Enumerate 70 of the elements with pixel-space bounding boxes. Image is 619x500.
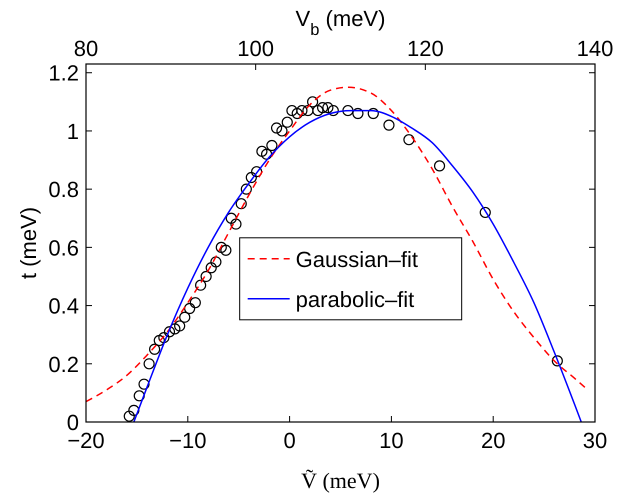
y-axis-title: t (meV) <box>16 206 41 280</box>
point <box>236 198 247 210</box>
y-tick-label: 1.2 <box>48 60 79 86</box>
point <box>200 270 212 282</box>
point <box>190 297 201 308</box>
x2-tick-label: 100 <box>237 36 274 61</box>
x-tick-label: −10 <box>169 428 206 453</box>
y-tick-label: 0.4 <box>48 294 79 319</box>
point <box>322 102 334 114</box>
y-tick-label: 1 <box>66 118 79 144</box>
point <box>302 104 314 116</box>
point <box>134 390 145 402</box>
point <box>552 355 563 366</box>
point <box>138 378 150 390</box>
point <box>158 332 170 344</box>
point <box>230 218 242 230</box>
point <box>282 116 293 128</box>
point <box>307 96 318 108</box>
point <box>312 104 324 116</box>
y-tick-label: 0.6 <box>48 235 79 260</box>
point <box>286 104 298 116</box>
point <box>352 108 364 120</box>
point <box>164 326 176 338</box>
point <box>292 108 303 120</box>
x-axis-title: Ṽ (meV) <box>301 468 380 493</box>
point <box>368 108 379 120</box>
point <box>216 242 227 253</box>
point <box>328 104 339 116</box>
point <box>316 102 328 114</box>
point <box>195 280 206 291</box>
point <box>144 358 155 370</box>
x2-tick-label: 80 <box>74 36 98 61</box>
point <box>184 302 196 314</box>
point <box>296 104 308 116</box>
point <box>260 148 272 160</box>
point <box>256 146 268 157</box>
point <box>124 410 135 422</box>
y-tick-label: 0.2 <box>48 352 79 377</box>
x-tick-label: 30 <box>582 428 608 453</box>
point <box>342 104 354 116</box>
legend-label: Gaussian–fit <box>296 246 418 272</box>
point <box>383 120 395 131</box>
point <box>149 344 160 355</box>
point <box>169 323 180 334</box>
legend-label: parabolic–fit <box>296 286 414 312</box>
y-tick-label: 0 <box>66 410 79 435</box>
point <box>251 166 262 178</box>
point <box>154 334 165 346</box>
point <box>128 404 140 416</box>
point <box>240 184 252 195</box>
x-tick-label: 0 <box>283 428 296 453</box>
point <box>434 160 446 172</box>
point <box>480 206 491 218</box>
x2-tick-label: 120 <box>406 36 444 61</box>
point <box>226 212 237 224</box>
point <box>179 312 190 323</box>
x2-axis-title: V$_{b}$ (meV) <box>296 6 386 39</box>
x-tick-label: 10 <box>379 428 404 453</box>
point <box>276 125 288 137</box>
point <box>174 320 186 332</box>
point <box>206 262 217 274</box>
point <box>270 122 282 134</box>
point <box>246 172 257 184</box>
y-tick-label: 0.8 <box>48 177 79 202</box>
x2-tick-label: 140 <box>576 36 614 61</box>
x-tick-label: 20 <box>480 428 506 453</box>
point <box>220 244 232 256</box>
point <box>266 140 278 152</box>
point <box>403 134 415 146</box>
point <box>210 256 222 268</box>
